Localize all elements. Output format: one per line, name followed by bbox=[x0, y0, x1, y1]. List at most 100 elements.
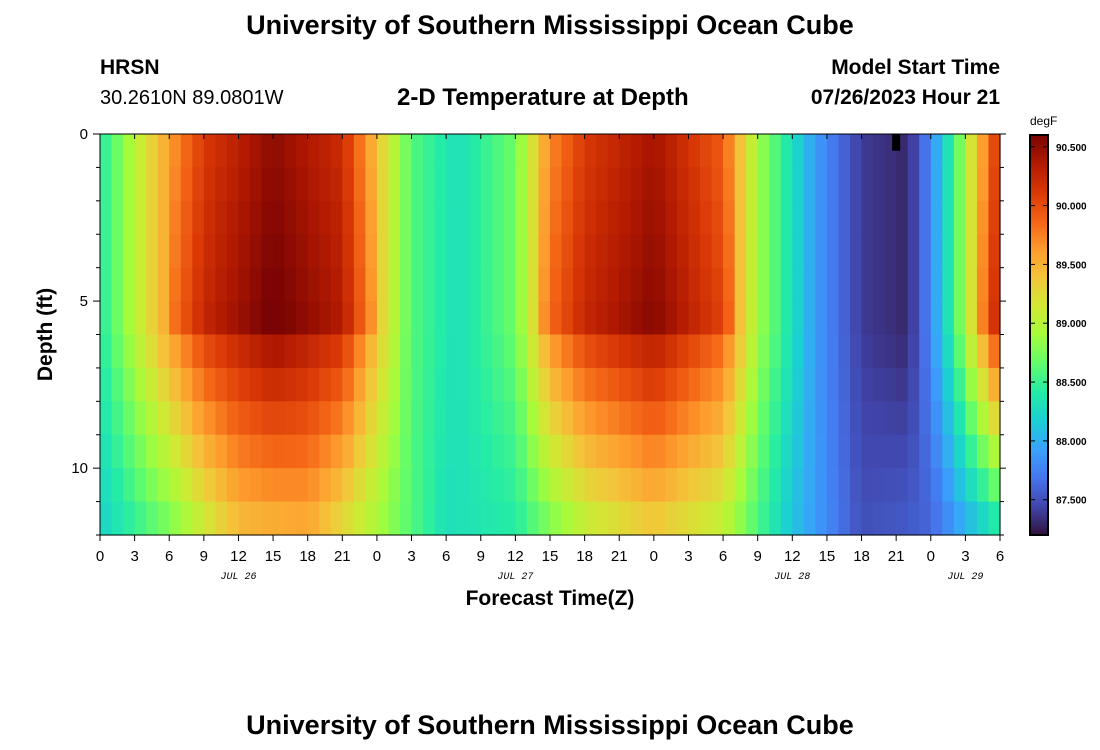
heatmap-cell bbox=[746, 234, 759, 269]
heatmap-cell bbox=[330, 200, 343, 235]
heatmap-cell bbox=[330, 334, 343, 369]
heatmap-cell bbox=[688, 468, 701, 503]
heatmap-cell bbox=[169, 200, 182, 235]
heatmap-cell bbox=[111, 468, 124, 503]
heatmap-cell bbox=[630, 167, 643, 202]
heatmap-cell bbox=[930, 434, 943, 469]
heatmap-cell bbox=[376, 134, 390, 169]
heatmap-cell bbox=[180, 234, 193, 269]
heatmap-cell bbox=[365, 234, 378, 269]
heatmap-cell bbox=[757, 167, 770, 202]
heatmap-cell bbox=[550, 367, 563, 402]
heatmap-cell bbox=[273, 334, 286, 369]
heatmap-cell bbox=[180, 401, 193, 436]
heatmap-cell bbox=[896, 267, 909, 302]
heatmap-cell bbox=[884, 334, 897, 369]
heatmap-cell bbox=[480, 501, 493, 536]
heatmap-cell bbox=[803, 167, 816, 202]
heatmap-cell bbox=[203, 200, 216, 235]
heatmap-cell bbox=[296, 334, 309, 369]
heatmap-cell bbox=[769, 301, 782, 336]
heatmap-cell bbox=[503, 267, 516, 302]
heatmap-cell bbox=[273, 200, 286, 235]
heatmap-cell bbox=[838, 334, 851, 369]
x-tick-label: 15 bbox=[542, 548, 559, 565]
heatmap-cell bbox=[376, 401, 390, 436]
heatmap-cell bbox=[826, 267, 840, 302]
heatmap-cell bbox=[826, 434, 840, 469]
heatmap-cell bbox=[596, 234, 609, 269]
heatmap-cell bbox=[815, 501, 828, 536]
heatmap-cell bbox=[988, 267, 1001, 302]
heatmap-cell bbox=[400, 301, 413, 336]
heatmap-cell bbox=[376, 434, 390, 469]
heatmap-cell bbox=[573, 434, 586, 469]
heatmap-cell bbox=[573, 367, 586, 402]
heatmap-cell bbox=[515, 167, 528, 202]
heatmap-cell bbox=[688, 401, 701, 436]
heatmap-cell bbox=[134, 401, 147, 436]
heatmap-cell bbox=[203, 401, 216, 436]
heatmap-cell bbox=[896, 301, 909, 336]
colorbar: degF 87.500 88.000 88.500 89.000 89.500 90.00… bbox=[1029, 114, 1087, 536]
heatmap-cell bbox=[930, 234, 943, 269]
heatmap-cell bbox=[953, 301, 966, 336]
heatmap-cell bbox=[169, 267, 182, 302]
heatmap-cell bbox=[134, 234, 147, 269]
heatmap-cell bbox=[538, 334, 551, 369]
heatmap-cell bbox=[619, 334, 632, 369]
heatmap-cell bbox=[423, 434, 436, 469]
heatmap-cell bbox=[746, 434, 759, 469]
heatmap-cell bbox=[792, 134, 805, 169]
heatmap-cell bbox=[861, 167, 874, 202]
heatmap-cell bbox=[446, 234, 459, 269]
heatmap-cell bbox=[411, 434, 424, 469]
heatmap-cell bbox=[884, 267, 897, 302]
heatmap-cell bbox=[584, 267, 597, 302]
heatmap-cell bbox=[446, 401, 459, 436]
heatmap-cell bbox=[965, 134, 978, 169]
heatmap-cell bbox=[376, 301, 390, 336]
heatmap-cell bbox=[757, 334, 770, 369]
heatmap-cell bbox=[376, 468, 390, 503]
heatmap-cell bbox=[700, 501, 713, 536]
heatmap-cell bbox=[100, 267, 113, 302]
heatmap-cell bbox=[330, 401, 343, 436]
heatmap-cell bbox=[457, 434, 470, 469]
heatmap-cell bbox=[261, 200, 274, 235]
heatmap-cell bbox=[134, 367, 147, 402]
heatmap-cell bbox=[676, 334, 690, 369]
heatmap-cell bbox=[769, 367, 782, 402]
heatmap-cell bbox=[203, 334, 216, 369]
heatmap-cell bbox=[711, 468, 724, 503]
heatmap-cell bbox=[619, 267, 632, 302]
heatmap-cell bbox=[284, 501, 297, 536]
heatmap-cell bbox=[307, 334, 320, 369]
heatmap-cell bbox=[215, 267, 228, 302]
heatmap-cell bbox=[919, 434, 932, 469]
heatmap-cell bbox=[100, 234, 113, 269]
heatmap-cell bbox=[157, 501, 170, 536]
heatmap-cell bbox=[803, 401, 816, 436]
heatmap-cell bbox=[919, 401, 932, 436]
y-tick-label: 0 bbox=[80, 126, 88, 143]
heatmap-cell bbox=[780, 267, 793, 302]
heatmap-cell bbox=[642, 167, 655, 202]
heatmap-cell bbox=[723, 501, 736, 536]
heatmap-cell bbox=[734, 501, 747, 536]
heatmap-cell bbox=[700, 200, 713, 235]
heatmap-cell bbox=[226, 501, 240, 536]
heatmap-cell bbox=[584, 501, 597, 536]
heatmap-cell bbox=[423, 234, 436, 269]
heatmap-cell bbox=[838, 367, 851, 402]
heatmap-cell bbox=[157, 134, 170, 169]
heatmap-cell bbox=[180, 367, 193, 402]
heatmap-cell bbox=[976, 501, 990, 536]
heatmap-cell bbox=[873, 334, 886, 369]
heatmap-cell bbox=[388, 134, 401, 169]
heatmap-cell bbox=[330, 468, 343, 503]
heatmap-cell bbox=[526, 134, 540, 169]
heatmap-cell bbox=[965, 200, 978, 235]
heatmap-cell bbox=[596, 200, 609, 235]
heatmap-cell bbox=[319, 468, 332, 503]
